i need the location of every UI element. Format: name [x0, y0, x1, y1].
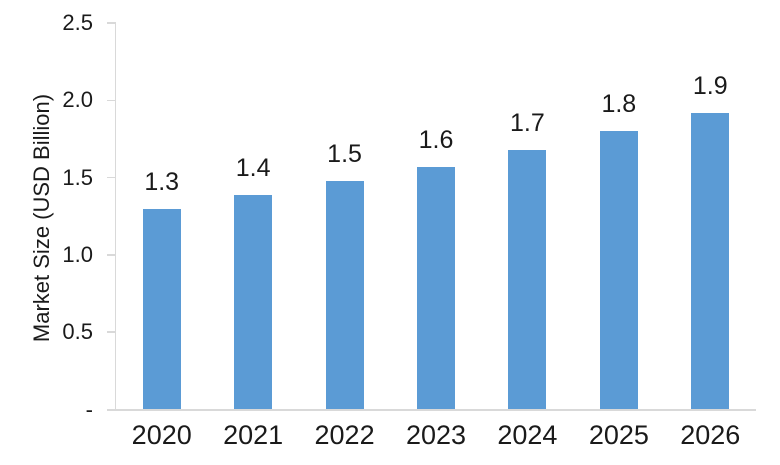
x-tick-label-2023: 2023	[405, 420, 467, 450]
data-label-2025: 1.8	[601, 90, 637, 119]
bar-2021	[234, 194, 273, 410]
y-axis-title: Market Size (USD Billion)	[29, 93, 54, 343]
y-tick-mark	[107, 22, 116, 24]
y-tick-label: 2.0	[62, 87, 93, 113]
x-tick-label-2020: 2020	[131, 420, 192, 450]
data-label-2024: 1.7	[510, 108, 545, 137]
bar-2020	[142, 208, 181, 410]
x-tick-label-2024: 2024	[497, 420, 558, 450]
y-tick-label: 0.5	[62, 319, 93, 345]
y-tick-label: -	[85, 396, 93, 422]
x-tick-label-2022: 2022	[314, 420, 375, 450]
bar-2026	[691, 112, 730, 410]
y-tick-label: 1.5	[62, 164, 93, 190]
bar-2023	[417, 166, 455, 410]
y-tick-label: 2.5	[62, 10, 93, 35]
bar-2024	[508, 149, 547, 410]
bar-2025	[599, 131, 638, 410]
x-tick-label-2025: 2025	[588, 420, 649, 450]
data-label-2023: 1.6	[418, 125, 454, 154]
y-tick-mark	[107, 176, 116, 179]
y-axis-line	[114, 23, 116, 410]
data-label-2022: 1.5	[327, 139, 362, 168]
y-tick-mark	[107, 99, 116, 102]
data-label-2026: 1.9	[692, 71, 728, 100]
x-tick-label-2026: 2026	[680, 420, 741, 450]
y-tick-mark	[107, 408, 116, 411]
x-axis-baseline	[107, 409, 756, 411]
data-label-2020: 1.3	[144, 167, 180, 196]
x-tick-label-2021: 2021	[223, 420, 284, 450]
y-tick-label: 1.0	[62, 241, 93, 267]
bar-2022	[325, 180, 364, 410]
y-tick-mark	[107, 254, 116, 256]
y-tick-mark	[107, 331, 116, 333]
data-label-2021: 1.4	[235, 153, 271, 182]
